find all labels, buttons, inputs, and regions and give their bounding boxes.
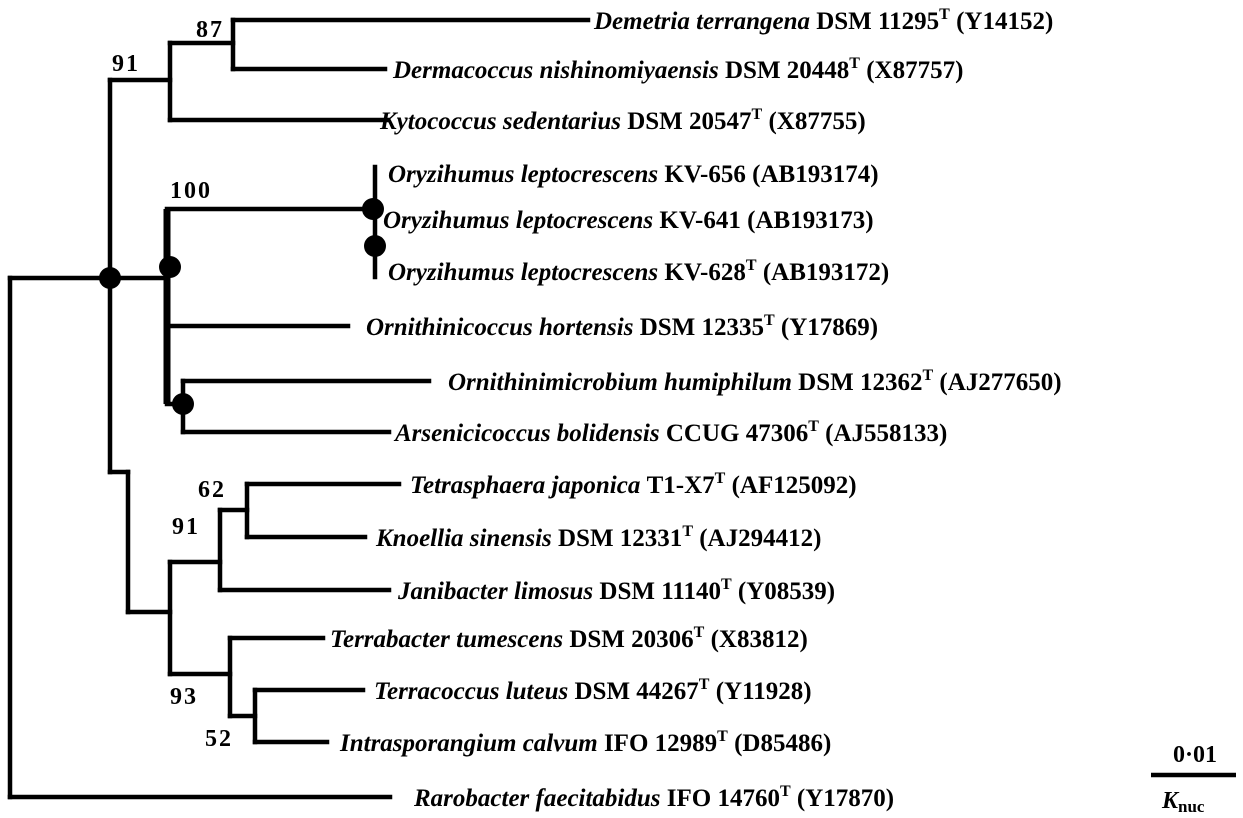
taxon-label: Oryzihumus leptocrescens KV-656 (AB19317…: [388, 161, 879, 188]
taxon-strain: DSM 20306: [569, 626, 693, 653]
taxon-label: Dermacoccus nishinomiyaensis DSM 20448T …: [392, 55, 963, 84]
taxon-species: Terrabacter tumescens: [330, 626, 569, 653]
taxon-label: Janibacter limosus DSM 11140T (Y08539): [397, 576, 835, 605]
taxon-accession: (AB193173): [741, 207, 874, 234]
taxon-type-strain-mark: T: [699, 676, 710, 693]
bootstrap-tetrasphaera-knoellia: 62: [198, 477, 226, 503]
taxon-label: Arsenicicoccus bolidensis CCUG 47306T (A…: [393, 418, 947, 447]
scale-bar-unit: Knuc: [1161, 788, 1205, 816]
taxon-label: Oryzihumus leptocrescens KV-641 (AB19317…: [383, 207, 874, 234]
taxon-type-strain-mark: T: [752, 106, 763, 123]
taxon-label: Tetrasphaera japonica T1-X7T (AF125092): [410, 470, 857, 499]
taxon-strain: DSM 12362: [798, 369, 922, 396]
taxon-species: Ornithinimicrobium humiphilum: [448, 369, 798, 396]
taxon-strain: KV-656: [664, 161, 745, 188]
taxon-accession: (Y08539): [732, 578, 835, 605]
taxon-strain: DSM 12335: [640, 314, 764, 341]
taxon-type-strain-mark: T: [717, 728, 728, 745]
taxon-label: Oryzihumus leptocrescens KV-628T (AB1931…: [388, 257, 889, 286]
taxon-strain: DSM 20547: [627, 108, 751, 135]
taxon-type-strain-mark: T: [694, 624, 705, 641]
bootstrap-terracoccus-intrasporangium: 52: [205, 726, 233, 752]
taxon-species: Janibacter limosus: [397, 578, 599, 605]
taxon-type-strain-mark: T: [849, 55, 860, 72]
scale-bar-unit-subscript: nuc: [1178, 797, 1205, 816]
node-marker-root: [99, 267, 121, 289]
node-marker-oryzihumus-2: [364, 235, 386, 257]
bootstrap-oryzihumus: 100: [170, 178, 212, 204]
tree-branches: [7, 17, 591, 800]
taxon-type-strain-mark: T: [780, 783, 791, 800]
taxon-strain: DSM 12331: [558, 525, 682, 552]
taxon-species: Terracoccus luteus: [374, 678, 574, 705]
taxon-label: Terrabacter tumescens DSM 20306T (X83812…: [330, 624, 808, 653]
taxon-labels: Demetria terrangena DSM 11295T (Y14152)D…: [330, 6, 1062, 812]
taxon-strain: CCUG 47306: [666, 420, 808, 447]
taxon-label: Intrasporangium calvum IFO 12989T (D8548…: [339, 728, 831, 757]
scale-bar: 0·01 Knuc: [1151, 742, 1236, 816]
taxon-species: Oryzihumus leptocrescens: [388, 259, 664, 286]
taxon-type-strain-mark: T: [808, 418, 819, 435]
taxon-type-strain-mark: T: [764, 312, 775, 329]
taxon-accession: (Y14152): [950, 8, 1053, 35]
bootstrap-demetria-dermacoccus: 87: [196, 17, 224, 43]
taxon-label: Ornithinimicrobium humiphilum DSM 12362T…: [448, 367, 1062, 396]
taxon-label: Kytococcus sedentarius DSM 20547T (X8775…: [379, 106, 866, 135]
taxon-strain: DSM 20448: [725, 57, 849, 84]
bootstrap-janibacter-clade: 91: [172, 514, 200, 540]
taxon-type-strain-mark: T: [721, 576, 732, 593]
taxon-accession: (Y11928): [709, 678, 811, 705]
taxon-type-strain-mark: T: [939, 6, 950, 23]
node-marker-ornithinimicrobium: [172, 393, 194, 415]
taxon-label: Rarobacter faecitabidus IFO 14760T (Y178…: [413, 783, 894, 812]
scale-bar-unit-symbol: K: [1161, 788, 1180, 814]
taxon-accession: (X87757): [860, 57, 963, 84]
taxon-accession: (AJ294412): [693, 525, 821, 552]
node-marker-oryzihumus-clade: [159, 256, 181, 278]
taxon-strain: DSM 11295: [816, 8, 939, 35]
taxon-accession: (D85486): [728, 730, 831, 757]
taxon-type-strain-mark: T: [682, 523, 693, 540]
taxon-species: Dermacoccus nishinomiyaensis: [392, 57, 725, 84]
node-marker-oryzihumus-1: [362, 198, 384, 220]
taxon-species: Tetrasphaera japonica: [410, 472, 647, 499]
taxon-species: Oryzihumus leptocrescens: [388, 161, 664, 188]
taxon-species: Demetria terrangena: [593, 8, 816, 35]
taxon-species: Ornithinicoccus hortensis: [366, 314, 640, 341]
taxon-type-strain-mark: T: [746, 257, 757, 274]
taxon-species: Oryzihumus leptocrescens: [383, 207, 659, 234]
taxon-label: Knoellia sinensis DSM 12331T (AJ294412): [375, 523, 821, 552]
tree-node-markers: [99, 198, 386, 415]
taxon-species: Intrasporangium calvum: [339, 730, 604, 757]
taxon-strain: KV-641: [659, 207, 740, 234]
taxon-accession: (Y17869): [775, 314, 878, 341]
taxon-strain: DSM 44267: [574, 678, 698, 705]
taxon-species: Rarobacter faecitabidus: [413, 785, 667, 812]
taxon-strain: IFO 12989: [604, 730, 717, 757]
scale-bar-value: 0·01: [1173, 742, 1217, 768]
taxon-species: Arsenicicoccus bolidensis: [393, 420, 666, 447]
taxon-strain: T1-X7: [647, 472, 715, 499]
taxon-species: Knoellia sinensis: [375, 525, 558, 552]
taxon-type-strain-mark: T: [922, 367, 933, 384]
taxon-type-strain-mark: T: [715, 470, 726, 487]
taxon-accession: (X83812): [704, 626, 807, 653]
taxon-strain: DSM 11140: [599, 578, 721, 605]
taxon-accession: (AB193174): [746, 161, 879, 188]
taxon-label: Terracoccus luteus DSM 44267T (Y11928): [374, 676, 812, 705]
taxon-accession: (AJ558133): [819, 420, 947, 447]
taxon-accession: (AB193172): [757, 259, 890, 286]
taxon-strain: IFO 14760: [667, 785, 780, 812]
taxon-accession: (AF125092): [725, 472, 856, 499]
taxon-label: Demetria terrangena DSM 11295T (Y14152): [593, 6, 1053, 35]
bootstrap-upper-clade: 91: [112, 51, 140, 77]
bootstrap-terrabacter-clade: 93: [170, 684, 198, 710]
taxon-label: Ornithinicoccus hortensis DSM 12335T (Y1…: [366, 312, 878, 341]
taxon-strain: KV-628: [664, 259, 745, 286]
taxon-species: Kytococcus sedentarius: [379, 108, 627, 135]
taxon-accession: (Y17870): [791, 785, 894, 812]
taxon-accession: (X87755): [762, 108, 865, 135]
taxon-accession: (AJ277650): [933, 369, 1061, 396]
